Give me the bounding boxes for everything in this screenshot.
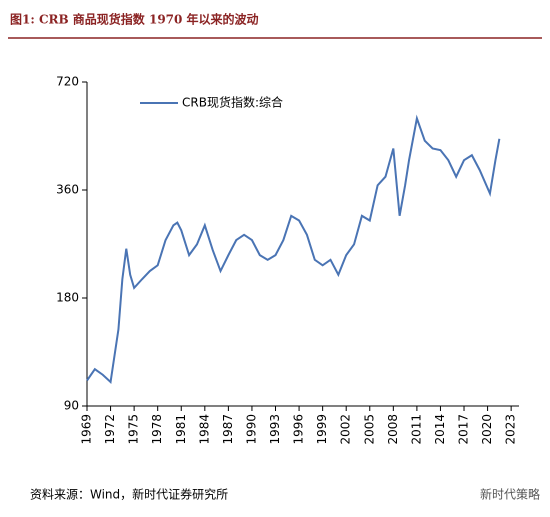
x-tick-label: 2011 xyxy=(409,414,423,445)
y-tick-label: 360 xyxy=(56,183,79,197)
x-tick-label: 1969 xyxy=(80,414,94,445)
x-tick-label: 1975 xyxy=(127,414,141,445)
x-tick-label: 2002 xyxy=(339,414,353,445)
x-tick-label: 2023 xyxy=(504,414,518,445)
y-tick-label: 180 xyxy=(56,291,79,305)
x-tick-label: 1996 xyxy=(292,414,306,445)
x-tick-label: 2017 xyxy=(457,414,471,445)
x-tick-label: 1999 xyxy=(315,414,329,445)
x-tick-label: 1990 xyxy=(244,414,258,445)
x-tick-label: 1993 xyxy=(268,414,282,445)
chart-title: 图1: CRB 商品现货指数 1970 年以来的波动 xyxy=(10,12,259,27)
x-tick-label: 1987 xyxy=(221,414,235,445)
y-tick-label: 90 xyxy=(64,399,79,413)
x-tick-label: 1984 xyxy=(197,414,211,445)
x-tick-label: 2020 xyxy=(480,414,494,445)
x-tick-label: 2005 xyxy=(362,414,376,445)
x-tick-label: 1972 xyxy=(103,414,117,445)
x-tick-label: 2008 xyxy=(386,414,400,445)
source-note: 资料来源：Wind，新时代证券研究所 xyxy=(30,487,228,502)
x-tick-label: 1981 xyxy=(174,414,188,445)
y-tick-label: 720 xyxy=(56,75,79,89)
x-tick-label: 1978 xyxy=(150,414,164,445)
x-tick-label: 2014 xyxy=(433,414,447,445)
legend-label: CRB现货指数:综合 xyxy=(182,95,283,110)
watermark: 新时代策略 xyxy=(480,487,540,502)
data-line xyxy=(86,114,501,384)
